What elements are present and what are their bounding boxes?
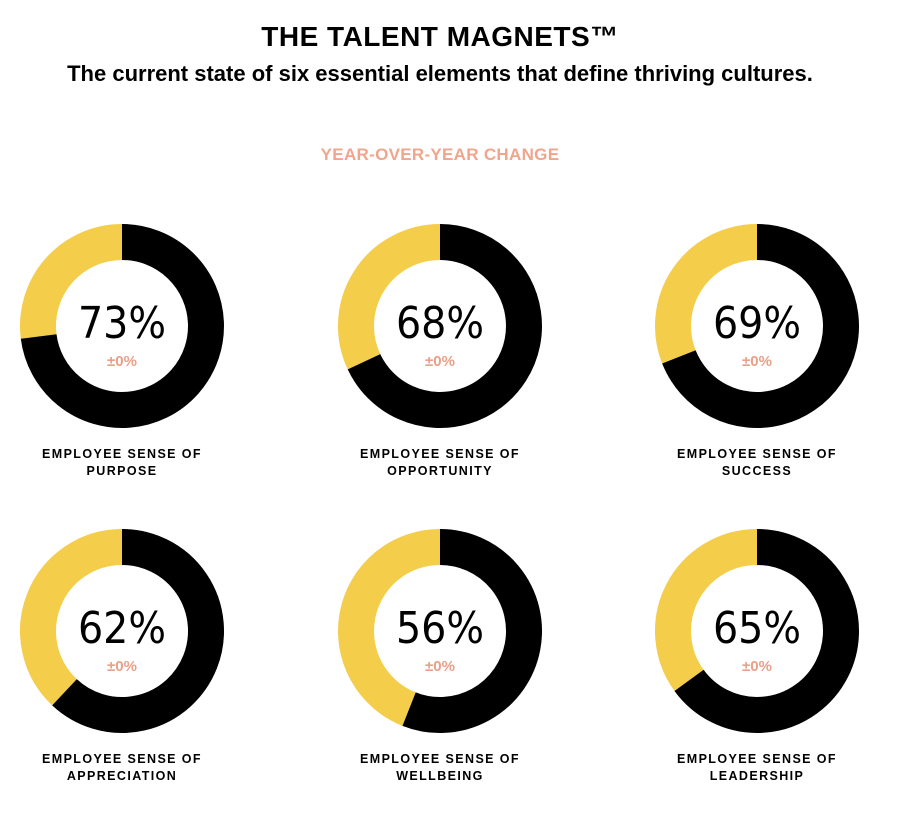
donut-category-label-line2: LEADERSHIP — [710, 769, 805, 783]
donut-leadership: 65% ±0% EMPLOYEE SENSE OF LEADERSHIP — [655, 529, 859, 783]
donut-value-arc — [52, 529, 224, 733]
donut-category-label-line1: EMPLOYEE SENSE OF — [360, 752, 520, 766]
donut-remainder-arc — [655, 529, 758, 691]
donut-appreciation: 62% ±0% EMPLOYEE SENSE OF APPRECIATION — [20, 529, 224, 783]
donut-category-label-line2: PURPOSE — [87, 464, 158, 478]
donut-change-label: ±0% — [742, 353, 772, 370]
donut-change-label: ±0% — [425, 353, 455, 370]
donut-category-label-line2: SUCCESS — [722, 464, 792, 478]
donut-category-label-line2: WELLBEING — [396, 769, 484, 783]
donut-value-arc — [347, 224, 542, 428]
donut-change-label: ±0% — [425, 658, 455, 675]
donut-value-label: 62% — [78, 603, 166, 654]
donut-remainder-arc — [20, 224, 123, 339]
donut-value-arc — [662, 224, 859, 428]
donut-value-label: 69% — [713, 298, 801, 349]
donut-change-label: ±0% — [107, 658, 137, 675]
donut-category-label-line2: OPPORTUNITY — [387, 464, 493, 478]
donut-category-label-line1: EMPLOYEE SENSE OF — [677, 752, 837, 766]
donut-category-label-line1: EMPLOYEE SENSE OF — [677, 447, 837, 461]
donut-value-label: 65% — [713, 603, 801, 654]
donut-remainder-arc — [338, 224, 441, 370]
donut-value-label: 68% — [396, 298, 484, 349]
donut-value-label: 56% — [396, 603, 484, 654]
donut-category-label-line1: EMPLOYEE SENSE OF — [360, 447, 520, 461]
donut-category-label-line2: APPRECIATION — [67, 769, 177, 783]
donut-success: 69% ±0% EMPLOYEE SENSE OF SUCCESS — [655, 224, 859, 478]
donut-value-arc — [402, 529, 542, 733]
donut-value-arc — [20, 224, 224, 428]
page-title: THE TALENT MAGNETS™ — [261, 21, 619, 52]
donut-change-label: ±0% — [742, 658, 772, 675]
donut-opportunity: 68% ±0% EMPLOYEE SENSE OF OPPORTUNITY — [338, 224, 542, 478]
donut-remainder-arc — [338, 529, 441, 726]
donut-wellbeing: 56% ±0% EMPLOYEE SENSE OF WELLBEING — [338, 529, 542, 783]
donut-value-arc — [674, 529, 859, 733]
donut-remainder-arc — [20, 529, 123, 706]
section-label: YEAR-OVER-YEAR CHANGE — [320, 145, 560, 164]
donut-value-label: 73% — [78, 298, 166, 349]
donut-category-label-line1: EMPLOYEE SENSE OF — [42, 447, 202, 461]
page-subtitle: The current state of six essential eleme… — [67, 61, 813, 86]
donut-change-label: ±0% — [107, 353, 137, 370]
donut-category-label-line1: EMPLOYEE SENSE OF — [42, 752, 202, 766]
donut-remainder-arc — [655, 224, 758, 364]
donut-purpose: 73% ±0% EMPLOYEE SENSE OF PURPOSE — [20, 224, 224, 478]
